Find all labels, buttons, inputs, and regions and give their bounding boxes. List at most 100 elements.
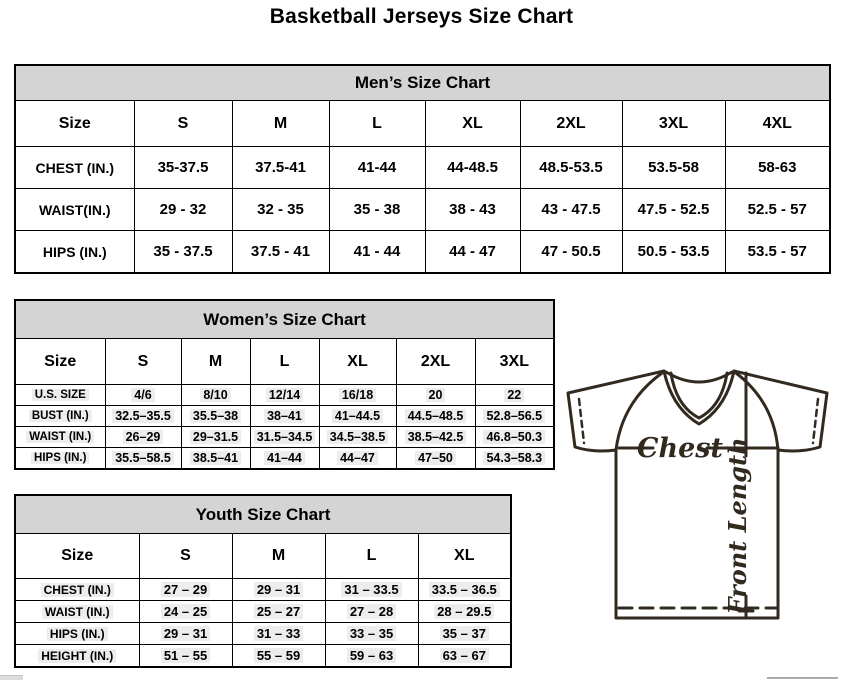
chart-title-cell: Men’s Size Chart: [14, 64, 831, 101]
cell-value: BUST (IN.): [28, 410, 92, 422]
cell-value: 32.5–35.5: [112, 409, 174, 423]
size-cell: 34.5–38.5: [318, 426, 397, 448]
size-cell: 35.5–38: [180, 405, 251, 427]
size-cell: 41–44: [249, 447, 320, 470]
col-header-cell: S: [104, 338, 182, 385]
size-cell: 55 – 59: [231, 644, 326, 668]
size-cell: 44 - 47: [424, 230, 521, 274]
right-sleeve-seam: [734, 371, 780, 452]
size-cell: 32.5–35.5: [104, 405, 182, 427]
cell-value: 29 – 31: [253, 582, 304, 597]
cell-value: HIPS (IN.): [31, 452, 90, 464]
size-cell: 27 – 29: [138, 578, 233, 601]
size-cell: 33 – 35: [324, 622, 419, 645]
collar-outer-v: [662, 369, 736, 426]
table-row: WAIST (IN.) 24 – 25 25 – 27 27 – 28 28 –…: [14, 600, 512, 623]
page-title: Basketball Jerseys Size Chart: [269, 5, 574, 28]
size-cell: 32 - 35: [231, 188, 330, 231]
cell-value: CHEST (IN.): [40, 582, 114, 597]
scrollbar-fragment-left[interactable]: [0, 675, 23, 680]
scrollbar-fragment-right[interactable]: [767, 677, 838, 679]
size-cell: 35.5–58.5: [104, 447, 182, 470]
mens-size-chart-table: Men’s Size Chart Size S M L XL 2XL 3XL 4…: [14, 64, 832, 274]
size-cell: 35 - 37.5: [133, 230, 233, 274]
row-label-cell: BUST (IN.): [14, 405, 106, 427]
chart-title-cell: Youth Size Chart: [14, 494, 512, 534]
table-row: Men’s Size Chart: [14, 64, 831, 101]
col-header-cell: XL: [417, 533, 512, 579]
col-header-cell: S: [138, 533, 233, 579]
table-row: CHEST (IN.) 27 – 29 29 – 31 31 – 33.5 33…: [14, 578, 512, 601]
size-cell: 52.8–56.5: [474, 405, 555, 427]
col-header-cell: 2XL: [395, 338, 476, 385]
cell-value: 34.5–38.5: [326, 430, 389, 444]
col-header-cell: M: [231, 100, 330, 147]
cell-value: 46.8–50.3: [483, 430, 546, 444]
cell-value: 63 – 67: [439, 648, 489, 663]
size-cell: 47.5 - 52.5: [621, 188, 726, 231]
size-cell: 38.5–42.5: [395, 426, 476, 448]
col-header-cell: S: [133, 100, 233, 147]
size-cell: 24 – 25: [138, 600, 233, 623]
col-header-cell: XL: [318, 338, 397, 385]
cell-value: 54.3–58.3: [483, 451, 546, 465]
size-cell: 12/14: [249, 384, 320, 406]
col-header-cell: 2XL: [519, 100, 623, 147]
size-cell: 20: [395, 384, 476, 406]
row-label-cell: WAIST(IN.): [14, 188, 135, 231]
row-label-cell: HIPS (IN.): [14, 230, 135, 274]
cell-value: 59 – 63: [346, 648, 397, 663]
cell-value: 16/18: [338, 388, 377, 402]
cell-value: 38.5–42.5: [404, 430, 467, 444]
size-cell: 37.5-41: [231, 146, 330, 189]
size-cell: 25 – 27: [231, 600, 326, 623]
size-cell: 16/18: [318, 384, 397, 406]
col-header-cell: 4XL: [724, 100, 831, 147]
front-length-label: Front Length: [723, 437, 752, 615]
cell-value: WAIST (IN.): [26, 431, 95, 443]
right-cuff-dash: [811, 397, 820, 445]
chart-title-cell: Women’s Size Chart: [14, 299, 555, 339]
cell-value: 35.5–38: [189, 409, 242, 423]
cell-value: 27 – 29: [160, 582, 211, 597]
cell-value: 25 – 27: [253, 604, 304, 619]
row-label-cell: CHEST (IN.): [14, 578, 140, 601]
size-cell: 47 - 50.5: [519, 230, 623, 274]
size-cell: 29–31.5: [180, 426, 251, 448]
cell-value: HIPS (IN.): [46, 626, 108, 641]
size-cell: 43 - 47.5: [519, 188, 623, 231]
size-cell: 41–44.5: [318, 405, 397, 427]
collar-back-arc: [664, 370, 734, 384]
size-cell: 54.3–58.3: [474, 447, 555, 470]
row-label-cell: WAIST (IN.): [14, 426, 106, 448]
size-cell: 29 – 31: [231, 578, 326, 601]
col-header-cell: Size: [14, 338, 106, 385]
cell-value: 12/14: [265, 388, 304, 402]
cell-value: U.S. SIZE: [31, 389, 89, 401]
table-row: Size S M L XL: [14, 533, 512, 579]
size-cell: 35 – 37: [417, 622, 512, 645]
col-header-cell: 3XL: [621, 100, 726, 147]
cell-value: 35 – 37: [439, 626, 489, 641]
collar-inner-v: [669, 371, 729, 420]
size-cell: 53.5-58: [621, 146, 726, 189]
left-cuff-dash: [577, 397, 586, 445]
col-header-cell: XL: [424, 100, 521, 147]
row-label-cell: HEIGHT (IN.): [14, 644, 140, 668]
size-cell: 52.5 - 57: [724, 188, 831, 231]
row-label-cell: HIPS (IN.): [14, 447, 106, 470]
cell-value: WAIST (IN.): [41, 604, 113, 619]
table-row: WAIST(IN.) 29 - 32 32 - 35 35 - 38 38 - …: [14, 188, 831, 231]
size-cell: 29 - 32: [133, 188, 233, 231]
cell-value: 44.5–48.5: [404, 409, 467, 423]
chest-label: Chest: [637, 433, 723, 464]
table-row: CHEST (IN.) 35-37.5 37.5-41 41-44 44-48.…: [14, 146, 831, 189]
size-cell: 38 - 43: [424, 188, 521, 231]
size-cell: 48.5-53.5: [519, 146, 623, 189]
table-row: HIPS (IN.) 29 – 31 31 – 33 33 – 35 35 – …: [14, 622, 512, 645]
size-cell: 4/6: [104, 384, 182, 406]
size-cell: 35 - 38: [328, 188, 426, 231]
cell-value: 29 – 31: [160, 626, 211, 641]
table-row: Women’s Size Chart: [14, 299, 555, 339]
size-cell: 46.8–50.3: [474, 426, 555, 448]
